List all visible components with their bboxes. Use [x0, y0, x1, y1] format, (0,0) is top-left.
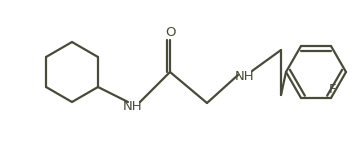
Text: NH: NH — [123, 100, 143, 112]
Text: NH: NH — [235, 70, 255, 82]
Text: O: O — [165, 26, 175, 40]
Text: F: F — [328, 83, 336, 96]
